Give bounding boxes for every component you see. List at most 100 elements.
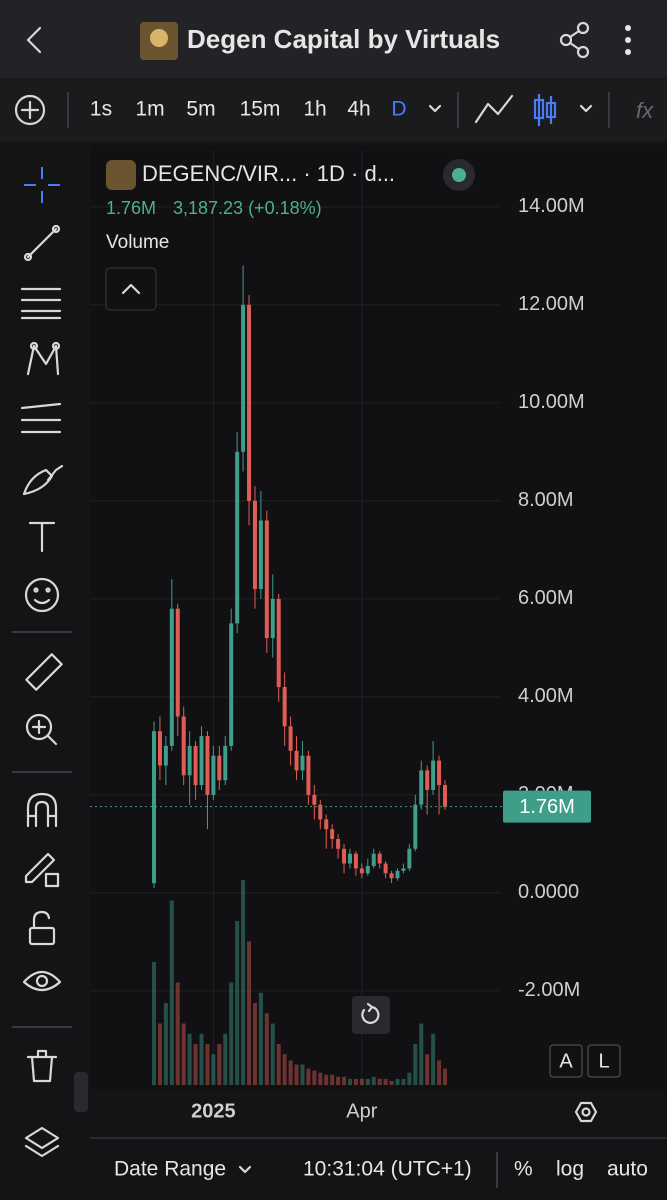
auto-scale-button[interactable] xyxy=(549,1044,583,1078)
settings-icon xyxy=(581,1107,591,1117)
y-tick-label: 14.00M xyxy=(518,195,585,217)
auto-button[interactable]: auto xyxy=(607,1158,648,1181)
sidebar-toggle[interactable] xyxy=(74,1072,88,1112)
candle-body xyxy=(395,870,400,879)
interval-button[interactable]: 1s xyxy=(90,98,112,121)
interval-button[interactable]: 5m xyxy=(186,98,215,121)
candle-body xyxy=(152,731,156,884)
interval-dropdown[interactable] xyxy=(428,104,442,113)
volume-bar xyxy=(419,1023,424,1085)
crosshair-tool[interactable] xyxy=(24,167,60,203)
volume-bar xyxy=(193,1044,198,1085)
volume-bar xyxy=(205,1044,210,1085)
volume-bar xyxy=(276,1044,281,1085)
volume-bar xyxy=(235,921,240,1085)
candle-body xyxy=(347,853,352,864)
volume-bar xyxy=(437,1060,442,1085)
settings-button[interactable] xyxy=(574,1101,598,1123)
text-tool[interactable] xyxy=(28,521,56,553)
candle-body xyxy=(175,608,180,717)
volume-bar xyxy=(169,900,174,1085)
candle-chart-button[interactable] xyxy=(533,94,557,126)
candle-body xyxy=(258,520,263,590)
candle-body xyxy=(163,745,168,766)
candle-body xyxy=(247,304,252,501)
symbol-title: DEGENC/VIR... · 1D · d... xyxy=(142,161,395,186)
candle-body xyxy=(371,853,376,866)
candle-body xyxy=(330,829,335,839)
y-tick-label: 10.00M xyxy=(518,391,585,413)
volume-bar xyxy=(371,1076,376,1085)
interval-group: 1s 1m 5m 15m 1h 4h D xyxy=(90,98,407,121)
legend-value: 1.76M xyxy=(106,198,156,218)
ruler-tool[interactable] xyxy=(25,653,63,691)
line-chart-button[interactable] xyxy=(474,94,514,124)
y-tick-label: 0.0000 xyxy=(518,881,579,903)
log-scale-button[interactable] xyxy=(587,1044,621,1078)
date-range-dropdown[interactable] xyxy=(238,1165,252,1174)
volume-bar xyxy=(211,1054,216,1085)
volume-bar xyxy=(241,880,246,1085)
candle-body xyxy=(300,755,305,771)
log-button[interactable]: log xyxy=(556,1158,584,1181)
interval-button[interactable]: 1m xyxy=(135,98,164,121)
x-tick-label: Apr xyxy=(346,1100,377,1122)
share-button[interactable] xyxy=(559,21,590,59)
token-icon-face xyxy=(150,29,168,47)
candle-body xyxy=(229,623,234,746)
candle-body xyxy=(306,755,311,795)
unlock-tool[interactable] xyxy=(28,910,56,946)
interval-button[interactable]: 4h xyxy=(347,98,370,121)
candle-body xyxy=(282,687,287,727)
candle-body xyxy=(425,770,430,790)
candle-body xyxy=(359,868,364,874)
clock: 10:31:04 (UTC+1) xyxy=(303,1158,472,1181)
interval-button[interactable]: D xyxy=(391,98,406,121)
volume-bar xyxy=(413,1044,418,1085)
fib-tool[interactable] xyxy=(20,287,62,320)
candle-body xyxy=(223,745,228,781)
pattern-tool[interactable] xyxy=(26,341,61,376)
collapse-button[interactable] xyxy=(105,267,157,311)
percent-button[interactable]: % xyxy=(514,1158,533,1181)
emoji-tool[interactable] xyxy=(24,577,60,613)
brush-tool[interactable] xyxy=(22,464,64,496)
volume-bar xyxy=(425,1054,430,1085)
x-tick-label: 2025 xyxy=(191,1100,236,1122)
candle-body xyxy=(205,736,210,795)
magnet-tool[interactable] xyxy=(26,792,58,828)
visibility-tool[interactable] xyxy=(22,970,62,992)
log-scale-label: L xyxy=(598,1050,609,1072)
delete-tool[interactable] xyxy=(26,1049,58,1083)
candle-body xyxy=(318,804,323,820)
candle-body xyxy=(270,598,275,639)
date-range-button[interactable]: Date Range xyxy=(114,1158,226,1181)
interval-button[interactable]: 1h xyxy=(303,98,326,121)
reset-button[interactable] xyxy=(352,996,390,1034)
candle-body xyxy=(407,848,412,869)
candle-body xyxy=(342,848,347,864)
candle-body xyxy=(389,873,394,879)
prediction-tool[interactable] xyxy=(20,402,62,434)
chart-type-dropdown[interactable] xyxy=(579,104,593,113)
volume-bar xyxy=(152,962,156,1085)
candle-body xyxy=(217,755,222,781)
candle-body xyxy=(365,865,370,874)
trendline-tool[interactable] xyxy=(23,224,61,262)
back-button[interactable] xyxy=(26,26,42,54)
candle-body xyxy=(324,819,329,830)
zoom-tool[interactable] xyxy=(25,713,58,746)
volume-bar xyxy=(229,982,234,1085)
volume-bar xyxy=(300,1064,305,1085)
add-button[interactable] xyxy=(14,94,46,126)
menu-button[interactable] xyxy=(625,25,631,55)
layers-tool[interactable] xyxy=(24,1126,60,1158)
legend-change: 3,187.23 (+0.18%) xyxy=(173,198,322,218)
lock-drawing-tool[interactable] xyxy=(24,852,60,888)
volume-bar xyxy=(389,1080,394,1085)
interval-button[interactable]: 15m xyxy=(240,98,281,121)
indicators-button[interactable]: fx xyxy=(636,98,654,123)
y-tick-label: 6.00M xyxy=(518,587,574,609)
candle-body xyxy=(187,745,192,776)
